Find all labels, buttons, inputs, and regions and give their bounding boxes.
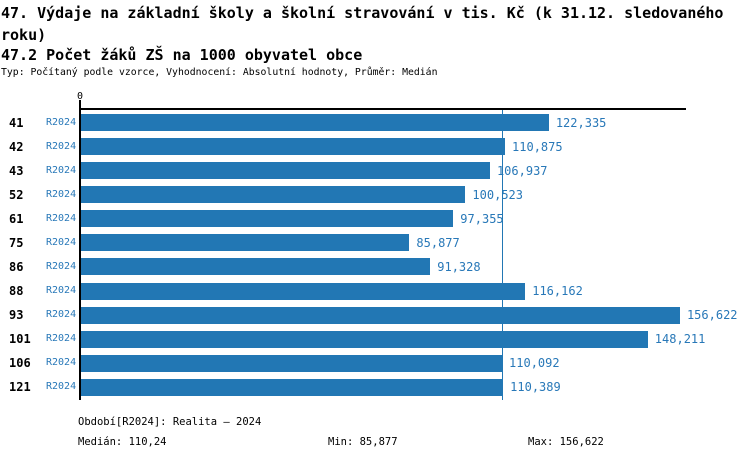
chart-meta-line: Typ: Počítaný podle vzorce, Vyhodnocení:… bbox=[1, 67, 438, 78]
value-bar bbox=[81, 258, 431, 276]
bar-row: 93 R2024 156,622 bbox=[0, 303, 750, 327]
value-bar bbox=[81, 330, 648, 348]
row-series-label: R2024 bbox=[46, 116, 77, 128]
bar-row: 41 R2024 122,335 bbox=[0, 111, 750, 135]
value-bar bbox=[81, 282, 526, 300]
value-bar bbox=[81, 210, 454, 228]
footer-min: Min: 85,877 bbox=[328, 436, 398, 448]
value-bar bbox=[81, 234, 410, 252]
bar-row: 52 R2024 100,523 bbox=[0, 183, 750, 207]
row-series-label: R2024 bbox=[46, 212, 77, 224]
row-series-label: R2024 bbox=[46, 381, 77, 393]
row-series-label: R2024 bbox=[46, 333, 77, 345]
value-bar bbox=[81, 378, 504, 396]
row-series-label: R2024 bbox=[46, 164, 77, 176]
value-bar bbox=[81, 354, 503, 372]
row-category-label: 42 bbox=[9, 139, 24, 154]
chart-subtitle: 47.2 Počet žáků ZŠ na 1000 obyvatel obce bbox=[1, 46, 363, 64]
row-category-label: 106 bbox=[9, 356, 31, 371]
row-series-label: R2024 bbox=[46, 188, 77, 200]
x-axis-zero-tick-label: 0 bbox=[76, 91, 84, 102]
row-category-label: 43 bbox=[9, 163, 24, 178]
bar-row: 106 R2024 110,092 bbox=[0, 351, 750, 375]
bar-value-label: 110,092 bbox=[509, 356, 560, 371]
bar-value-label: 97,355 bbox=[460, 211, 504, 226]
value-bar bbox=[81, 162, 490, 180]
bar-row: 121 R2024 110,389 bbox=[0, 375, 750, 399]
bar-row: 75 R2024 85,877 bbox=[0, 231, 750, 255]
bar-value-label: 110,875 bbox=[512, 139, 563, 154]
footer-median: Medián: 110,24 bbox=[78, 436, 167, 448]
bar-value-label: 91,328 bbox=[437, 259, 481, 274]
row-category-label: 93 bbox=[9, 308, 24, 323]
bar-value-label: 106,937 bbox=[496, 163, 548, 178]
value-bar bbox=[81, 114, 549, 131]
bar-value-label: 122,335 bbox=[555, 115, 607, 130]
row-series-label: R2024 bbox=[46, 260, 77, 272]
bar-value-label: 148,211 bbox=[654, 332, 706, 347]
bar-value-label: 100,523 bbox=[472, 187, 523, 202]
row-category-label: 88 bbox=[9, 284, 24, 299]
row-series-label: R2024 bbox=[46, 140, 77, 152]
row-series-label: R2024 bbox=[46, 309, 77, 321]
median-line bbox=[501, 110, 504, 400]
bar-value-label: 85,877 bbox=[416, 235, 460, 250]
bar-value-label: 156,622 bbox=[686, 308, 738, 323]
bar-value-label: 116,162 bbox=[532, 284, 583, 299]
bar-row: 101 R2024 148,211 bbox=[0, 327, 750, 351]
x-axis-tick-mark bbox=[79, 100, 81, 108]
footer-max: Max: 156,622 bbox=[528, 436, 604, 448]
row-category-label: 121 bbox=[9, 380, 31, 395]
value-bar bbox=[81, 306, 680, 324]
row-category-label: 61 bbox=[9, 211, 24, 226]
row-series-label: R2024 bbox=[46, 357, 77, 369]
row-category-label: 101 bbox=[9, 332, 31, 347]
bar-row: 61 R2024 97,355 bbox=[0, 207, 750, 231]
bar-row: 43 R2024 106,937 bbox=[0, 159, 750, 183]
bar-value-label: 110,389 bbox=[510, 380, 561, 395]
bar-row: 88 R2024 116,162 bbox=[0, 279, 750, 303]
row-series-label: R2024 bbox=[46, 236, 77, 248]
value-bar bbox=[81, 138, 506, 156]
bar-row: 86 R2024 91,328 bbox=[0, 255, 750, 279]
value-bar bbox=[81, 186, 466, 204]
row-category-label: 41 bbox=[9, 115, 24, 130]
footer-period: Období[R2024]: Realita – 2024 bbox=[78, 416, 262, 428]
row-category-label: 75 bbox=[9, 235, 24, 250]
row-category-label: 52 bbox=[9, 187, 24, 202]
row-series-label: R2024 bbox=[46, 285, 77, 297]
chart-title: 47. Výdaje na základní školy a školní st… bbox=[1, 4, 724, 44]
plot-frame bbox=[79, 108, 686, 400]
bar-row: 42 R2024 110,875 bbox=[0, 135, 750, 159]
row-category-label: 86 bbox=[9, 259, 24, 274]
